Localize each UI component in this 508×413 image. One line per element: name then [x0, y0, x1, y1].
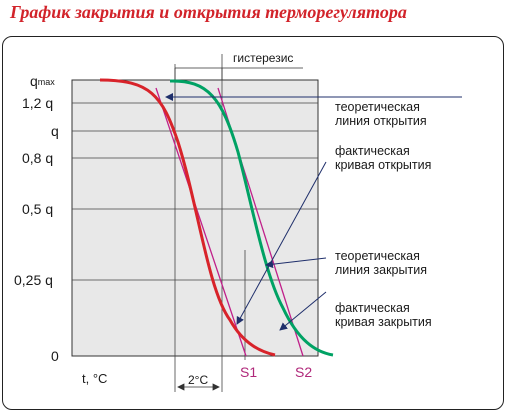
actual-closing-curve [99, 78, 276, 357]
annotation-line: линия закрытия [335, 263, 427, 277]
annotation-line: фактическая [335, 144, 410, 158]
hysteresis-label: гистерезис [233, 51, 293, 65]
annotation-theoretical-closing: теоретическая линия закрытия [335, 249, 427, 277]
annotation-pointers [165, 93, 462, 331]
point-label-s2: S2 [295, 364, 312, 380]
y-tick-qmax: qmax [30, 73, 55, 89]
annotation-line: кривая закрытия [335, 315, 432, 329]
delta-label: 2°C [188, 373, 208, 387]
point-label-s1: S1 [240, 364, 257, 380]
theoretical-closing-line [155, 87, 247, 357]
y-tick-zero: 0 [51, 348, 59, 364]
y-tick-0-5q: 0,5 q [22, 201, 53, 217]
annotation-actual-closing: фактическая кривая закрытия [335, 301, 432, 329]
annotation-line: линия открытия [335, 114, 427, 128]
y-tick-1-2q: 1,2 q [22, 95, 53, 111]
plot-area [71, 79, 319, 357]
delta-dimension [177, 383, 220, 391]
x-axis-label: t, °C [82, 371, 107, 386]
y-axis-labels: qmax 1,2 q q 0,8 q 0,5 q 0,25 q 0 [14, 73, 59, 364]
annotation-line: теоретическая [335, 249, 420, 263]
annotation-theoretical-opening: теоретическая линия открытия [335, 100, 427, 128]
annotation-line: фактическая [335, 301, 410, 315]
annotation-line: кривая открытия [335, 158, 431, 172]
y-tick-0-25q: 0,25 q [14, 272, 53, 288]
annotation-line: теоретическая [335, 100, 420, 114]
y-tick-q: q [51, 123, 59, 139]
hysteresis-bracket [174, 67, 303, 80]
actual-opening-curve [169, 79, 334, 357]
y-tick-0-8q: 0,8 q [22, 150, 53, 166]
page-title: График закрытия и открытия терморегулято… [10, 2, 407, 22]
annotation-actual-opening: фактическая кривая открытия [335, 144, 431, 172]
horizontal-gridlines [72, 102, 318, 281]
